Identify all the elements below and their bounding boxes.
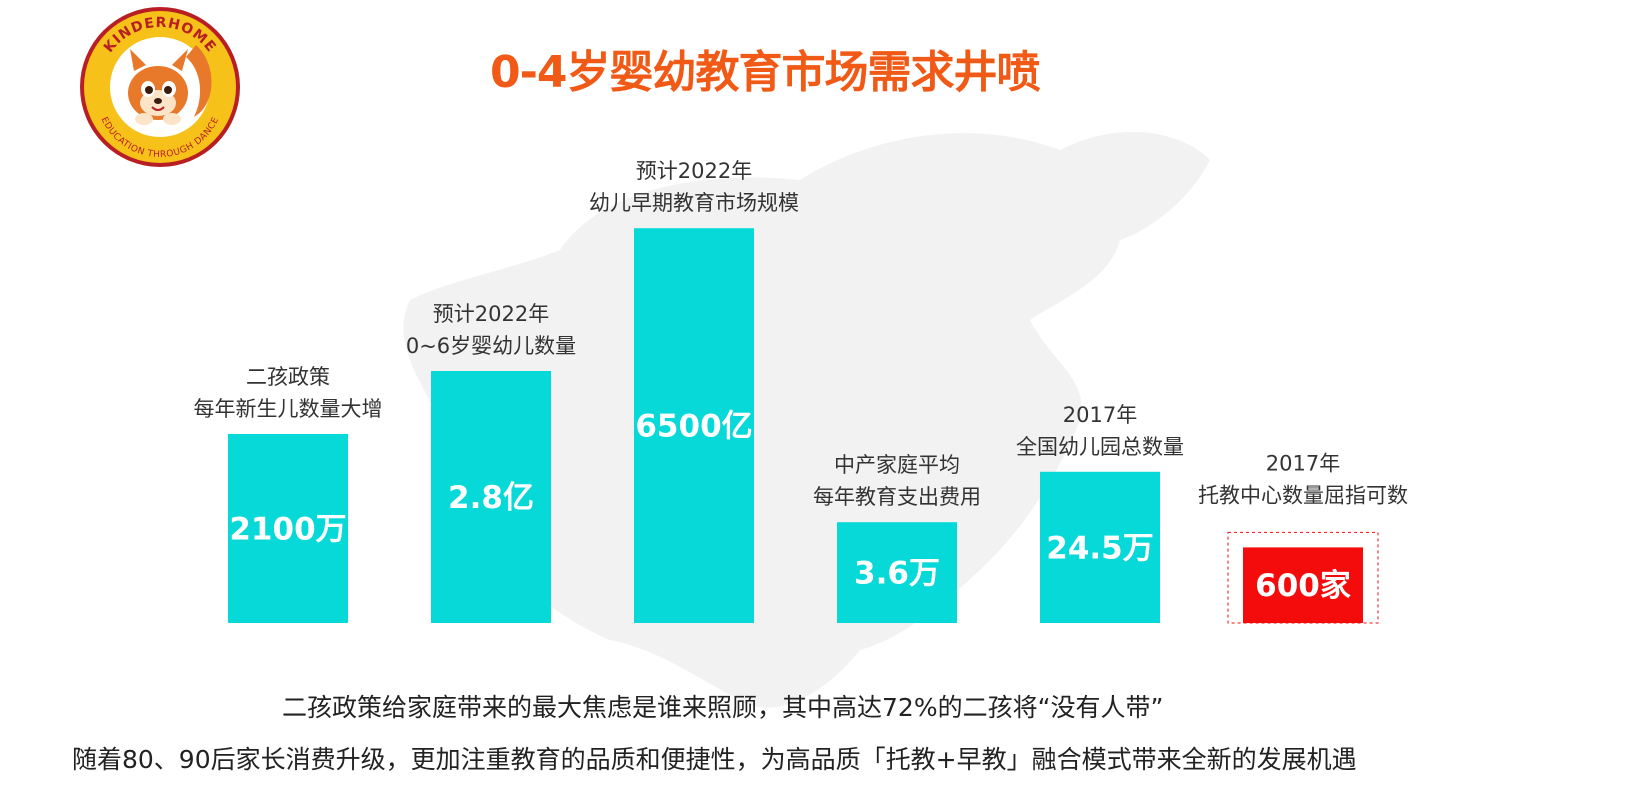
highlight-frame	[1227, 531, 1379, 624]
kinderhome-logo: KINDERHOME EDUCATION THROUGH DANCE	[80, 7, 240, 167]
bar-caption-0-0: 二孩政策	[246, 365, 330, 389]
bar-caption-3-0: 中产家庭平均	[834, 453, 960, 477]
bar-value-label-2: 6500亿	[635, 409, 752, 445]
bar-caption-2-1: 幼儿早期教育市场规模	[589, 191, 799, 215]
squirrel-icon	[128, 45, 212, 125]
bar-5	[1243, 547, 1363, 623]
bar-caption-1-0: 预计2022年	[433, 302, 549, 326]
bar-2	[634, 228, 754, 623]
bar-caption-2-0: 预计2022年	[636, 159, 752, 183]
bar-value-label-0: 2100万	[229, 512, 346, 548]
bar-1	[431, 371, 551, 623]
bar-caption-1-1: 0~6岁婴幼儿数量	[406, 334, 576, 358]
footnote-anxiety: 二孩政策给家庭带来的最大焦虑是谁来照顾，其中高达72%的二孩将“没有人带”	[282, 693, 1164, 722]
bar-caption-3-1: 每年教育支出费用	[813, 485, 981, 509]
bar-caption-0-1: 每年新生儿数量大增	[194, 397, 383, 421]
bar-caption-5-1: 托教中心数量屈指可数	[1198, 483, 1408, 507]
bar-3	[837, 522, 957, 623]
bar-caption-4-0: 2017年	[1063, 403, 1137, 427]
bar-value-label-1: 2.8亿	[448, 480, 534, 516]
bar-caption-5-0: 2017年	[1266, 451, 1340, 475]
page-title: 0-4岁婴幼教育市场需求井喷	[490, 47, 1041, 98]
bar-value-label-4: 24.5万	[1046, 530, 1154, 566]
bar-value-label-3: 3.6万	[854, 556, 940, 592]
bar-0	[228, 434, 348, 623]
bar-caption-4-1: 全国幼儿园总数量	[1016, 435, 1184, 459]
bar-4	[1040, 471, 1160, 623]
footnote-opportunity: 随着80、90后家长消费升级，更加注重教育的品质和便捷性，为高品质「托教+早教」…	[72, 745, 1357, 774]
bar-value-label-5: 600家	[1255, 568, 1351, 604]
